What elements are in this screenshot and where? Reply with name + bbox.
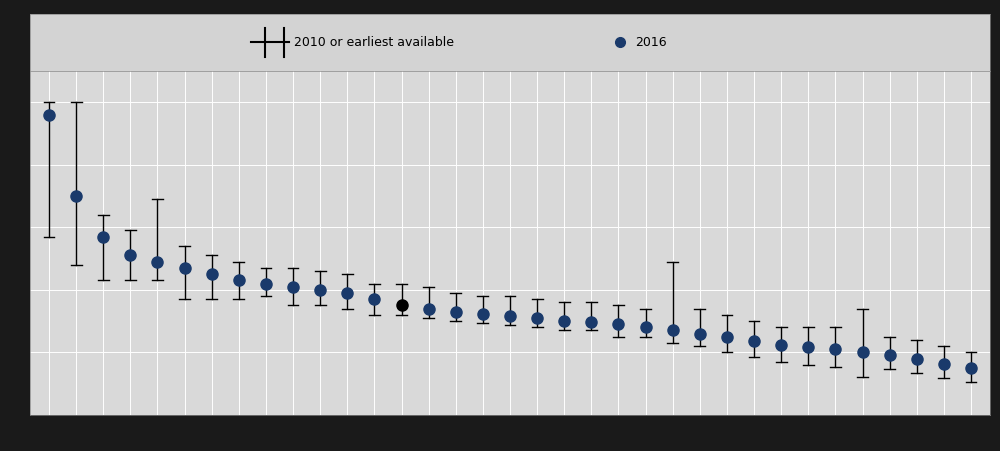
Text: 2010 or earliest available: 2010 or earliest available: [294, 36, 454, 49]
Text: 2016: 2016: [635, 36, 666, 49]
